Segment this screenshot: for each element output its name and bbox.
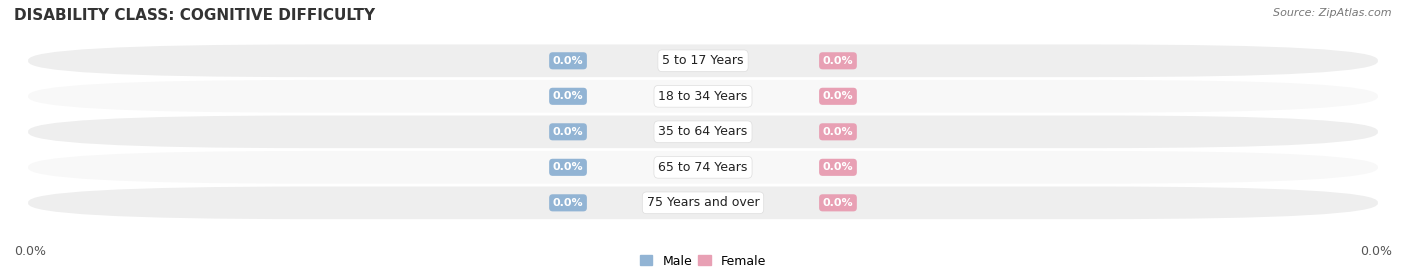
Text: 0.0%: 0.0% bbox=[553, 56, 583, 66]
Text: 0.0%: 0.0% bbox=[823, 198, 853, 208]
FancyBboxPatch shape bbox=[28, 44, 1378, 77]
Text: 0.0%: 0.0% bbox=[823, 56, 853, 66]
Text: 18 to 34 Years: 18 to 34 Years bbox=[658, 90, 748, 103]
Text: Source: ZipAtlas.com: Source: ZipAtlas.com bbox=[1274, 8, 1392, 18]
Text: 0.0%: 0.0% bbox=[553, 91, 583, 101]
Text: 0.0%: 0.0% bbox=[1360, 245, 1392, 258]
FancyBboxPatch shape bbox=[28, 115, 1378, 148]
Legend: Male, Female: Male, Female bbox=[640, 254, 766, 268]
Text: 5 to 17 Years: 5 to 17 Years bbox=[662, 54, 744, 67]
Text: 0.0%: 0.0% bbox=[823, 162, 853, 172]
Text: 75 Years and over: 75 Years and over bbox=[647, 196, 759, 209]
Text: 65 to 74 Years: 65 to 74 Years bbox=[658, 161, 748, 174]
Text: 35 to 64 Years: 35 to 64 Years bbox=[658, 125, 748, 138]
Text: 0.0%: 0.0% bbox=[823, 91, 853, 101]
Text: 0.0%: 0.0% bbox=[553, 162, 583, 172]
FancyBboxPatch shape bbox=[28, 80, 1378, 113]
Text: 0.0%: 0.0% bbox=[14, 245, 46, 258]
FancyBboxPatch shape bbox=[28, 186, 1378, 219]
Text: 0.0%: 0.0% bbox=[553, 198, 583, 208]
Text: DISABILITY CLASS: COGNITIVE DIFFICULTY: DISABILITY CLASS: COGNITIVE DIFFICULTY bbox=[14, 8, 375, 23]
Text: 0.0%: 0.0% bbox=[553, 127, 583, 137]
Text: 0.0%: 0.0% bbox=[823, 127, 853, 137]
FancyBboxPatch shape bbox=[28, 151, 1378, 184]
